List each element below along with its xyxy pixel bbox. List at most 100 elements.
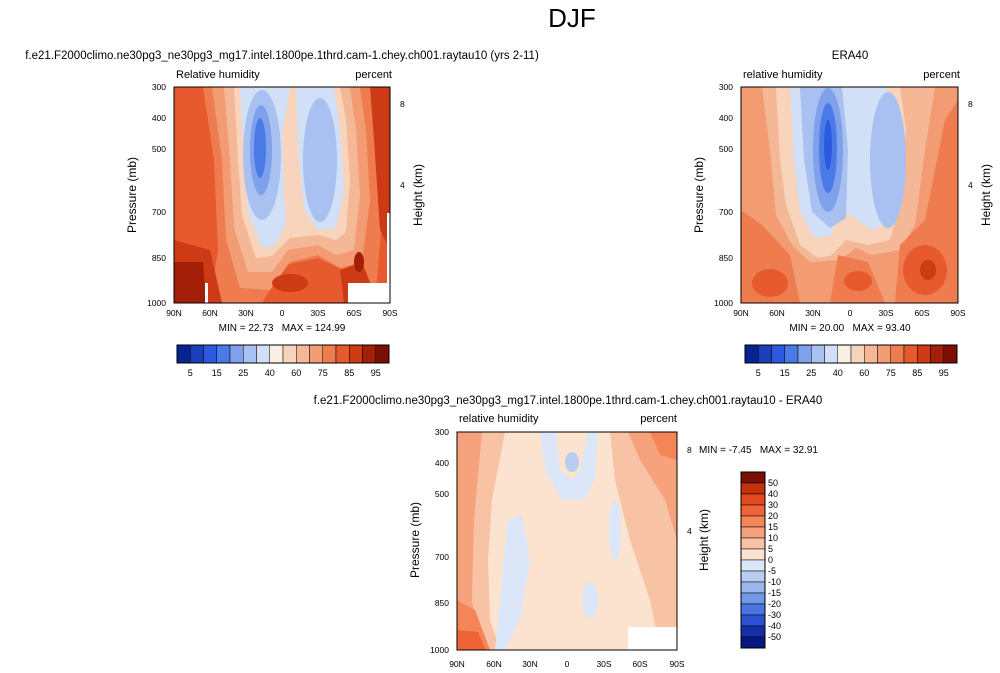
obs-x-tick-label: 60N <box>769 308 785 318</box>
colorbar-label: 5 <box>768 544 773 554</box>
colorbar-swatch <box>740 548 766 561</box>
diff-y-tick-label: 1000 <box>430 645 449 655</box>
colorbar-swatch <box>335 344 350 364</box>
colorbar-label: -30 <box>768 610 781 620</box>
colorbar-swatch <box>864 344 878 364</box>
obs-y2-tick-label: 4 <box>968 180 973 190</box>
colorbar-swatch <box>740 636 766 649</box>
model-x-tick-label: 90N <box>166 308 182 318</box>
colorbar-swatch <box>740 526 766 539</box>
colorbar-label: 5 <box>188 368 193 378</box>
colorbar-swatch <box>740 570 766 583</box>
colorbar-swatch <box>375 344 390 364</box>
colorbar-label: 85 <box>912 368 922 378</box>
diff-x-tick-label: 30S <box>596 659 611 669</box>
colorbar-swatch <box>740 625 766 638</box>
model-y2-axis-label: Height (km) <box>411 164 425 226</box>
obs-title: ERA40 <box>832 50 868 62</box>
colorbar-swatch <box>190 344 204 364</box>
model-y2-axis: 8 4 Height (km) <box>400 99 425 226</box>
model-y2-tick-label: 4 <box>400 180 405 190</box>
colorbar-label: 95 <box>939 368 949 378</box>
model-y-tick-label: 400 <box>152 113 166 123</box>
obs-right-label: percent <box>923 69 960 81</box>
model-contour-field <box>174 87 390 303</box>
colorbar-swatch <box>740 592 766 605</box>
obs-y-tick-label: 850 <box>719 253 733 263</box>
colorbar-swatch <box>740 581 766 594</box>
obs-y-tick-label: 400 <box>719 113 733 123</box>
diff-x-tick-label: 60S <box>632 659 647 669</box>
colorbar-swatch <box>784 344 799 364</box>
colorbar-swatch <box>740 515 766 528</box>
obs-y2-axis-label: Height (km) <box>979 164 993 226</box>
colorbar-label: -10 <box>768 577 781 587</box>
colorbar-label: 60 <box>291 368 301 378</box>
colorbar-label: -50 <box>768 632 781 642</box>
model-y-tick-label: 850 <box>152 253 166 263</box>
colorbar-label: 20 <box>768 511 778 521</box>
colorbar-swatch <box>930 344 944 364</box>
diff-y2-axis: 8 4 Height (km) <box>687 445 711 571</box>
diff-x-tick-label: 0 <box>565 659 570 669</box>
model-x-tick-label: 30S <box>310 308 325 318</box>
colorbar-swatch <box>811 344 825 364</box>
diff-y-tick-label: 400 <box>435 458 449 468</box>
model-title: f.e21.F2000climo.ne30pg3_ne30pg3_mg17.in… <box>25 50 539 62</box>
model-x-tick-label: 60N <box>202 308 218 318</box>
colorbar-swatch <box>176 344 191 364</box>
model-y2-tick-label: 8 <box>400 99 405 109</box>
colorbar-label: -40 <box>768 621 781 631</box>
colorbar-swatch <box>740 482 766 495</box>
diff-x-tick-label: 60N <box>486 659 502 669</box>
colorbar-label: 30 <box>768 500 778 510</box>
diff-y2-tick-label: 8 <box>687 445 692 455</box>
colorbar-swatch <box>740 493 766 506</box>
model-y-tick-label: 1000 <box>147 298 166 308</box>
obs-stats: MIN = 20.00 MAX = 93.40 <box>789 323 911 334</box>
diff-y-tick-label: 850 <box>435 598 449 608</box>
colorbar-swatch <box>362 344 376 364</box>
colorbar-swatch <box>256 344 270 364</box>
obs-y-tick-label: 700 <box>719 207 733 217</box>
panel-diff: f.e21.F2000climo.ne30pg3_ne30pg3_mg17.in… <box>314 395 823 669</box>
model-x-tick-label: 30N <box>238 308 254 318</box>
diff-y2-axis-label: Height (km) <box>697 509 711 571</box>
colorbar-swatch <box>903 344 918 364</box>
obs-y-tick-label: 300 <box>719 82 733 92</box>
obs-x-tick-label: 60S <box>914 308 929 318</box>
colorbar-swatch <box>943 344 958 364</box>
model-y-axis: 300 400 500 700 850 1000 Pressure (mb) <box>125 82 166 308</box>
diff-frame <box>456 431 678 651</box>
obs-left-label: relative humidity <box>743 69 823 81</box>
obs-colorbar: 5 15 25 40 60 75 85 95 <box>744 344 958 378</box>
colorbar-swatch <box>837 344 852 364</box>
diff-y-axis: 300 400 500 700 850 1000 Pressure (mb) <box>408 427 449 655</box>
colorbar-label: 15 <box>212 368 222 378</box>
model-y-tick-label: 700 <box>152 207 166 217</box>
colorbar-swatch <box>877 344 891 364</box>
model-x-axis: 90N 60N 30N 0 30S 60S 90S <box>166 308 398 318</box>
colorbar-swatch <box>917 344 931 364</box>
colorbar-label: 85 <box>344 368 354 378</box>
colorbar-label: 25 <box>238 368 248 378</box>
colorbar-swatch <box>771 344 785 364</box>
colorbar-label: 40 <box>833 368 843 378</box>
model-right-label: percent <box>355 69 392 81</box>
colorbar-swatch <box>824 344 838 364</box>
colorbar-swatch <box>216 344 231 364</box>
obs-x-tick-label: 90S <box>950 308 965 318</box>
obs-x-tick-label: 30N <box>805 308 821 318</box>
colorbar-label: -15 <box>768 588 781 598</box>
colorbar-label: 60 <box>859 368 869 378</box>
colorbar-label: 15 <box>768 522 778 532</box>
colorbar-swatch <box>740 559 766 572</box>
model-x-tick-label: 90S <box>382 308 397 318</box>
diff-title: f.e21.F2000climo.ne30pg3_ne30pg3_mg17.in… <box>314 395 823 407</box>
colorbar-frame <box>744 344 958 364</box>
panel-obs: ERA40 relative humidity percent 90N 60N <box>692 50 993 378</box>
colorbar-swatch <box>890 344 905 364</box>
colorbar-swatch <box>758 344 772 364</box>
model-left-label: Relative humidity <box>176 69 260 81</box>
